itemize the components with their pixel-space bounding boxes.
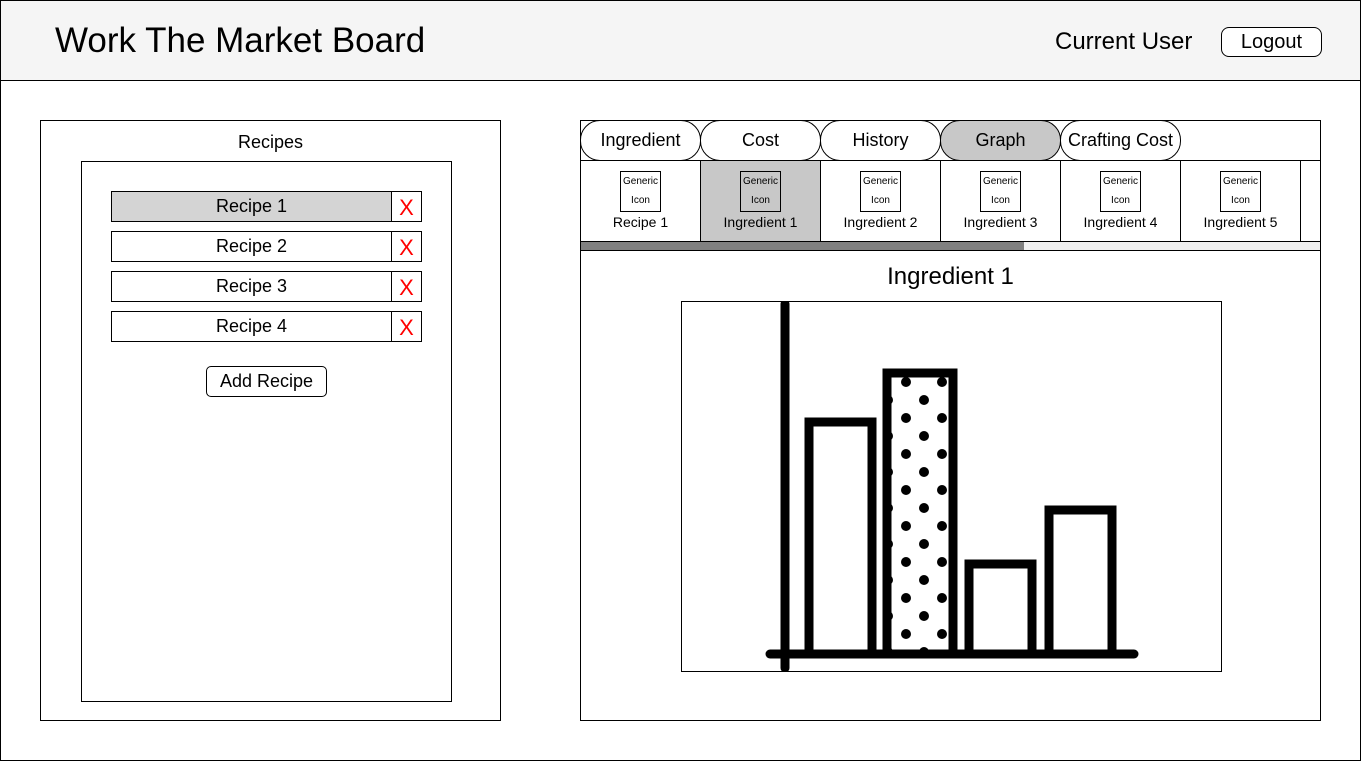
recipe-item[interactable]: Recipe 2 bbox=[111, 231, 392, 262]
tab-ingredient[interactable]: Ingredient bbox=[580, 120, 701, 161]
delete-recipe-button[interactable]: X bbox=[391, 191, 422, 222]
bar-chart-icon bbox=[765, 299, 1139, 673]
recipe-row: Recipe 1 X bbox=[111, 191, 422, 222]
delete-recipe-button[interactable]: X bbox=[391, 231, 422, 262]
recipes-title: Recipes bbox=[237, 132, 304, 152]
current-user-label: Current User bbox=[1055, 28, 1193, 55]
detail-panel: Ingredient Cost History Graph Crafting C… bbox=[580, 120, 1321, 721]
ingredient-item-label: Ingredient 4 bbox=[1083, 214, 1158, 230]
recipes-panel: Recipes Recipe 1 X Recipe 2 X Recipe 3 X… bbox=[40, 120, 501, 721]
recipe-item[interactable]: Recipe 4 bbox=[111, 311, 392, 342]
tab-history[interactable]: History bbox=[820, 120, 941, 161]
generic-icon: Generic Icon bbox=[740, 171, 781, 212]
delete-recipe-button[interactable]: X bbox=[391, 311, 422, 342]
recipes-list: Recipe 1 X Recipe 2 X Recipe 3 X Recipe … bbox=[81, 161, 452, 702]
ingredient-item-label: Ingredient 5 bbox=[1203, 214, 1278, 230]
generic-icon: Generic Icon bbox=[1100, 171, 1141, 212]
scrollbar-thumb[interactable] bbox=[581, 242, 1025, 250]
ingredient-item[interactable]: Generic Icon Ingredient 2 bbox=[821, 161, 941, 241]
ingredient-item-label: Recipe 1 bbox=[612, 214, 669, 230]
app-title: Work The Market Board bbox=[55, 21, 426, 60]
add-recipe-button[interactable]: Add Recipe bbox=[206, 366, 327, 397]
recipe-item[interactable]: Recipe 1 bbox=[111, 191, 392, 222]
delete-recipe-button[interactable]: X bbox=[391, 271, 422, 302]
detail-title: Ingredient 1 bbox=[887, 263, 1014, 290]
ingredient-item[interactable]: Generic Icon Ingredient 4 bbox=[1061, 161, 1181, 241]
recipe-row: Recipe 2 X bbox=[111, 231, 422, 262]
recipe-row: Recipe 4 X bbox=[111, 311, 422, 342]
ingredient-item[interactable]: Generic Icon Ingredient 3 bbox=[941, 161, 1061, 241]
recipe-item[interactable]: Recipe 3 bbox=[111, 271, 392, 302]
recipe-row: Recipe 3 X bbox=[111, 271, 422, 302]
generic-icon: Generic Icon bbox=[1220, 171, 1261, 212]
ingredient-item-label: Ingredient 3 bbox=[963, 214, 1038, 230]
generic-icon: Generic Icon bbox=[980, 171, 1021, 212]
header: Work The Market Board Current User Logou… bbox=[1, 1, 1360, 81]
tab-crafting-cost[interactable]: Crafting Cost bbox=[1060, 120, 1181, 161]
logout-button[interactable]: Logout bbox=[1221, 27, 1322, 57]
tab-bar: Ingredient Cost History Graph Crafting C… bbox=[580, 120, 1320, 161]
generic-icon: Generic Icon bbox=[860, 171, 901, 212]
ingredient-item-label: Ingredient 2 bbox=[843, 214, 918, 230]
ingredient-item-label: Ingredient 1 bbox=[723, 214, 798, 230]
horizontal-scrollbar[interactable] bbox=[581, 241, 1320, 251]
graph-area bbox=[681, 299, 1222, 673]
ingredient-strip: Generic Icon Recipe 1 Generic Icon Ingredi… bbox=[581, 161, 1320, 241]
ingredient-item[interactable]: Generic Icon Ingredient 1 bbox=[701, 161, 821, 241]
generic-icon: Generic Icon bbox=[620, 171, 661, 212]
ingredient-item[interactable]: Generic Icon Recipe 1 bbox=[581, 161, 701, 241]
tab-graph[interactable]: Graph bbox=[940, 120, 1061, 161]
tab-cost[interactable]: Cost bbox=[700, 120, 821, 161]
ingredient-item[interactable]: Generic Icon Ingredient 5 bbox=[1181, 161, 1301, 241]
